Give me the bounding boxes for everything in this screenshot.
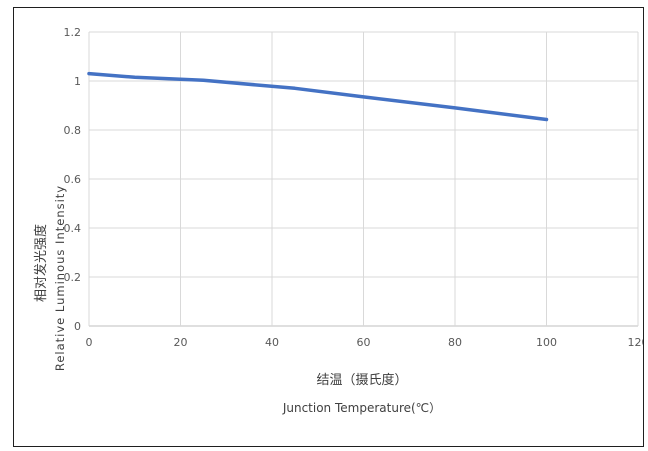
x-tick-label: 80 <box>448 336 462 349</box>
y-axis-title-en: Relative Luminous Intensity <box>53 185 67 371</box>
y-tick-label: 1.2 <box>64 26 82 39</box>
y-tick-label: 0.8 <box>64 124 82 137</box>
chart-frame: 0 0.2 0.4 0.6 0.8 1 1.2 0 20 40 60 80 100 120 结温（摄氏度… <box>13 7 644 447</box>
y-tick-label: 0 <box>74 320 81 333</box>
y-axis-title-cn: 相对发光强度 <box>33 224 49 302</box>
x-tick-labels: 0 20 40 60 80 100 120 <box>86 336 644 349</box>
y-tick-label: 0.4 <box>64 222 82 235</box>
x-tick-label: 20 <box>174 336 188 349</box>
x-axis-title-cn: 结温（摄氏度） <box>316 372 407 388</box>
x-tick-label: 0 <box>86 336 93 349</box>
x-axis-title-en: Junction Temperature(℃） <box>282 401 441 415</box>
y-tick-label: 0.6 <box>64 173 82 186</box>
series-lines <box>87 71 549 122</box>
x-tick-label: 40 <box>265 336 279 349</box>
y-tick-label: 0.2 <box>64 271 82 284</box>
y-tick-label: 1 <box>74 75 81 88</box>
grid <box>88 31 639 327</box>
y-tick-labels: 0 0.2 0.4 0.6 0.8 1 1.2 <box>64 26 82 333</box>
x-tick-label: 120 <box>628 336 644 349</box>
line-chart: 0 0.2 0.4 0.6 0.8 1 1.2 0 20 40 60 80 100 120 结温（摄氏度… <box>33 26 644 415</box>
x-tick-label: 60 <box>357 336 371 349</box>
series-line <box>87 71 549 122</box>
x-tick-label: 100 <box>536 336 557 349</box>
